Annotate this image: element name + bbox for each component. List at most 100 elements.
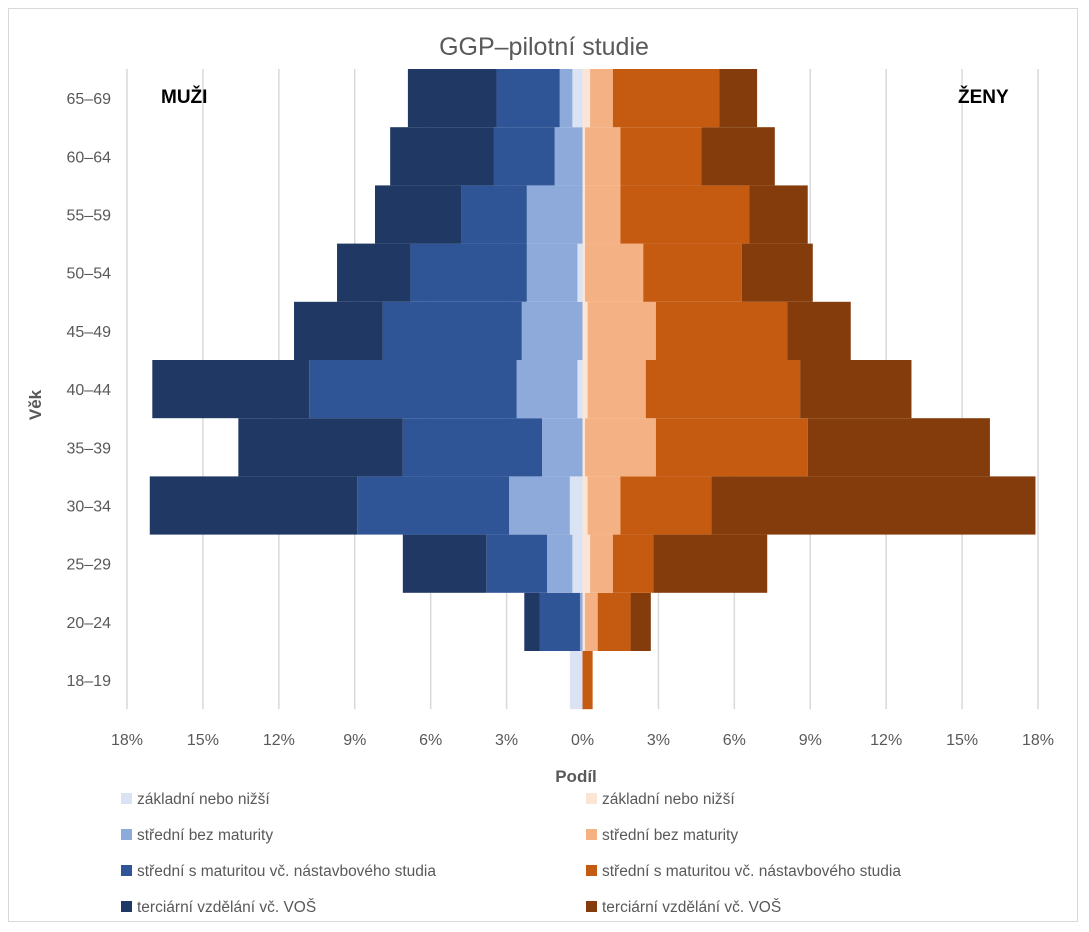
bar-segment (587, 360, 646, 419)
bar-segment (701, 127, 775, 186)
legend-swatch (586, 829, 597, 840)
bar-segment (402, 534, 487, 593)
bar-segment (382, 301, 522, 360)
bar-segment (493, 127, 555, 186)
legend-swatch (121, 793, 132, 804)
bar-segment (509, 476, 570, 535)
population-pyramid-chart: 18% 15% 12% 9% 6% 3% 0% 3% 6% 9% 12% 15% 18% 18–19 20–… (26, 33, 1055, 916)
bar-segment (590, 534, 613, 593)
bar-segment (526, 185, 583, 244)
bar-segment (787, 301, 851, 360)
legend-label: základní nebo nižší (602, 791, 735, 808)
chart-frame: 18% 15% 12% 9% 6% 3% 0% 3% 6% 9% 12% 15% 18% 18–19 20–… (8, 8, 1078, 922)
bar-segment (152, 360, 310, 419)
bar-segment (620, 185, 750, 244)
y-tick-label: 55–59 (67, 208, 112, 225)
bar-segment (496, 69, 560, 128)
bar-segment (524, 592, 540, 651)
y-axis-label: Věk (26, 389, 45, 420)
bar-segment (597, 592, 631, 651)
legend-swatch (586, 865, 597, 876)
bar-segment (526, 243, 578, 302)
chart-title: GGP–pilotní studie (439, 33, 649, 61)
x-tick-label: 3% (495, 732, 518, 749)
bar-segment (749, 185, 808, 244)
x-tick-label: 12% (870, 732, 902, 749)
x-tick-label: 3% (647, 732, 670, 749)
legend-label: střední bez maturity (602, 827, 738, 844)
bar-segment (582, 651, 593, 710)
bar-segment (612, 534, 654, 593)
bar-segment (521, 301, 583, 360)
bar-segment (402, 418, 543, 477)
legend-label: střední s maturitou vč. nástavbového stu… (602, 863, 901, 880)
bar-segment (711, 476, 1036, 535)
bar-segment (585, 185, 621, 244)
legend: základní nebo nižší střední bez maturity s… (121, 791, 901, 916)
legend-label: střední bez maturity (137, 827, 273, 844)
bar-segment (582, 360, 588, 419)
bar-segment (461, 185, 527, 244)
x-tick-label: 6% (419, 732, 442, 749)
y-tick-label: 35–39 (67, 440, 112, 457)
legend-swatch (121, 829, 132, 840)
bar-segment (238, 418, 403, 477)
legend-swatch (586, 793, 597, 804)
bar-segment (719, 69, 758, 128)
bar-segment (587, 476, 621, 535)
bar-segment (620, 127, 702, 186)
bar-segment (582, 127, 586, 186)
x-axis-label: Podíl (555, 767, 597, 786)
x-tick-label: 12% (263, 732, 295, 749)
bar-segment (572, 69, 583, 128)
bar-segment (653, 534, 768, 593)
bar-segment (620, 476, 712, 535)
bar-segment (407, 69, 497, 128)
bar-segment (149, 476, 358, 535)
bar-segment (582, 69, 591, 128)
bar-segment (577, 360, 583, 419)
bar-segment (582, 476, 588, 535)
bar-segment (585, 243, 644, 302)
bar-segment (630, 592, 651, 651)
y-tick-label: 40–44 (67, 382, 112, 399)
bar-segment (582, 592, 586, 651)
y-tick-label: 20–24 (67, 615, 112, 632)
bar-segment (645, 360, 801, 419)
bar-segment (390, 127, 494, 186)
bar-segment (585, 418, 656, 477)
bar-segment (569, 651, 583, 710)
legend-label: střední s maturitou vč. nástavbového stu… (137, 863, 436, 880)
bar-segment (579, 592, 583, 651)
bar-segment (582, 185, 586, 244)
bar-segment (516, 360, 578, 419)
bar-segment (539, 592, 580, 651)
x-tick-label: 15% (946, 732, 978, 749)
x-tick-label: 18% (111, 732, 143, 749)
y-tick-label: 45–49 (67, 324, 112, 341)
bar-segment (309, 360, 517, 419)
x-tick-label: 6% (723, 732, 746, 749)
bar-segment (800, 360, 912, 419)
legend-swatch (121, 901, 132, 912)
axes: 18% 15% 12% 9% 6% 3% 0% 3% 6% 9% 12% 15% 18% 18–19 20–… (67, 91, 1055, 749)
men-label: MUŽI (161, 86, 207, 108)
bar-segment (294, 301, 383, 360)
bar-segment (577, 243, 583, 302)
legend-swatch (586, 901, 597, 912)
women-label: ŽENY (958, 86, 1009, 108)
bar-segment (585, 127, 621, 186)
bar-segment (582, 534, 591, 593)
bar-segment (582, 301, 588, 360)
bars (149, 69, 1036, 710)
bar-segment (410, 243, 527, 302)
bar-segment (612, 69, 720, 128)
bar-segment (643, 243, 742, 302)
bar-segment (590, 69, 613, 128)
bar-segment (582, 418, 586, 477)
bar-segment (357, 476, 510, 535)
bar-segment (337, 243, 411, 302)
x-tick-label: 9% (799, 732, 822, 749)
legend-label: terciární vzdělání vč. VOŠ (137, 899, 316, 916)
x-tick-label: 0% (571, 732, 594, 749)
